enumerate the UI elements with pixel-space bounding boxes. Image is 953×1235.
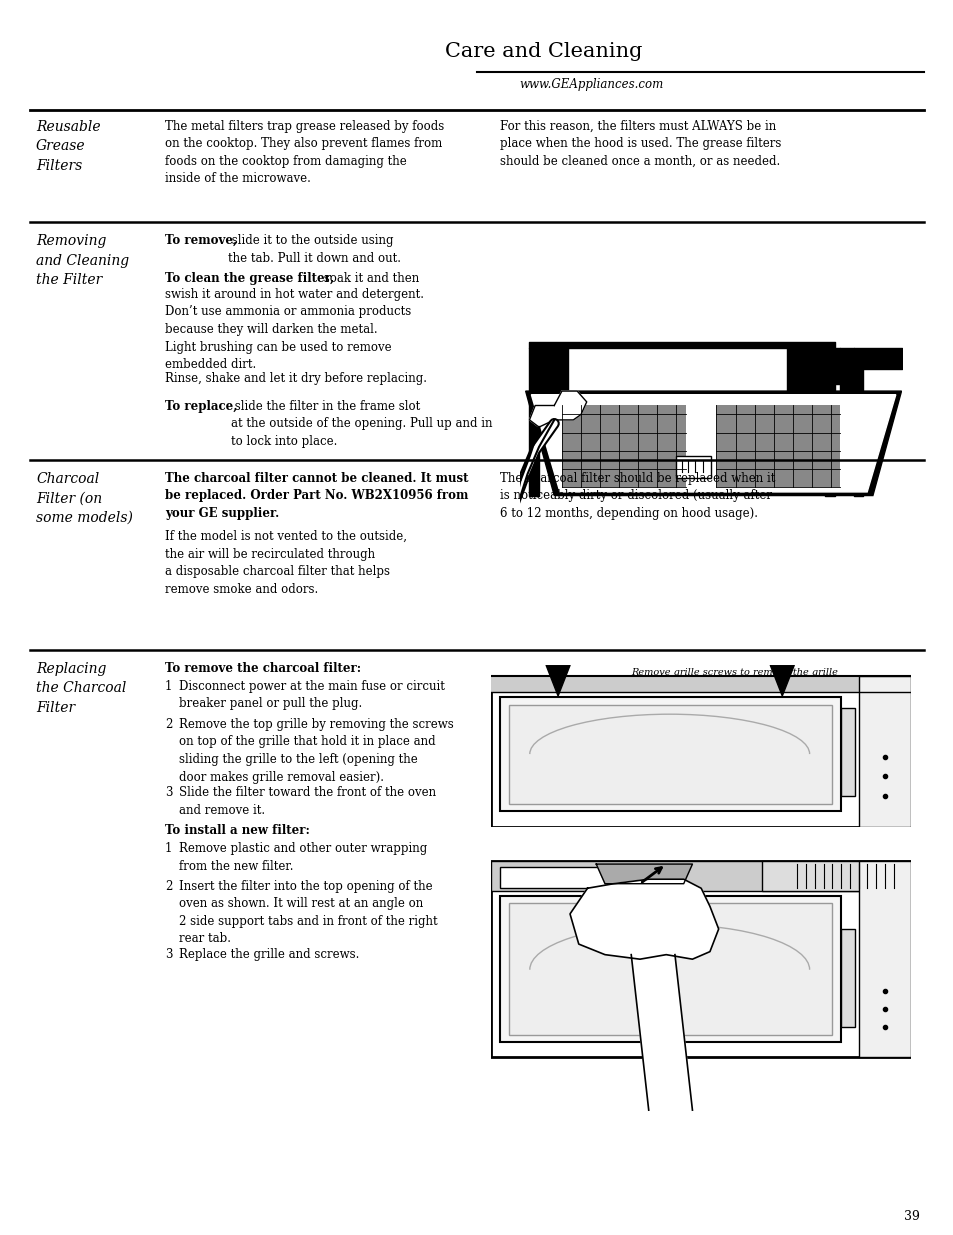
Text: soak it and then: soak it and then xyxy=(319,272,418,285)
Bar xyxy=(508,705,831,804)
Text: For this reason, the filters must ALWAYS be in
place when the hood is used. The : For this reason, the filters must ALWAYS… xyxy=(499,120,781,168)
Bar xyxy=(716,405,840,487)
Text: Charcoal
Filter (on
some models): Charcoal Filter (on some models) xyxy=(36,472,132,525)
Text: 3: 3 xyxy=(165,948,172,961)
Polygon shape xyxy=(631,955,692,1110)
Text: swish it around in hot water and detergent.
Don’t use ammonia or ammonia product: swish it around in hot water and deterge… xyxy=(165,288,423,370)
Text: Slide the filter toward the front of the oven
and remove it.: Slide the filter toward the front of the… xyxy=(179,785,436,816)
Text: The charcoal filter should be replaced when it
is noticeably dirty or discolored: The charcoal filter should be replaced w… xyxy=(499,472,775,520)
Text: To install a new filter:: To install a new filter: xyxy=(165,824,310,837)
Polygon shape xyxy=(531,395,895,492)
Bar xyxy=(491,861,910,892)
Bar xyxy=(499,867,604,888)
Polygon shape xyxy=(596,864,692,884)
Polygon shape xyxy=(769,666,794,697)
Bar xyxy=(676,456,710,478)
Polygon shape xyxy=(545,666,570,697)
Text: 39: 39 xyxy=(903,1210,919,1223)
Text: 2: 2 xyxy=(165,881,172,893)
Text: Remove plastic and other outer wrapping
from the new filter.: Remove plastic and other outer wrapping … xyxy=(179,842,427,872)
Text: Reusable
Grease
Filters: Reusable Grease Filters xyxy=(36,120,100,173)
Bar xyxy=(491,676,910,692)
Bar xyxy=(491,676,910,827)
Text: Removing
and Cleaning
the Filter: Removing and Cleaning the Filter xyxy=(36,233,129,287)
Text: 2: 2 xyxy=(165,718,172,731)
Text: To clean the grease filter,: To clean the grease filter, xyxy=(165,272,334,285)
Text: 1: 1 xyxy=(165,842,172,855)
Text: slide it to the outside using
the tab. Pull it down and out.: slide it to the outside using the tab. P… xyxy=(228,233,400,264)
Text: If the model is not vented to the outside,
the air will be recirculated through
: If the model is not vented to the outsid… xyxy=(165,530,407,595)
Bar xyxy=(610,867,644,888)
Text: The charcoal filter cannot be cleaned. It must
be replaced. Order Part No. WB2X1: The charcoal filter cannot be cleaned. I… xyxy=(165,472,468,520)
Bar xyxy=(491,861,910,1057)
Bar xyxy=(499,895,841,1042)
Bar xyxy=(761,861,910,892)
Text: 3: 3 xyxy=(165,785,172,799)
Text: Care and Cleaning: Care and Cleaning xyxy=(445,42,641,61)
Text: Insert the filter into the top opening of the
oven as shown. It will rest at an : Insert the filter into the top opening o… xyxy=(179,881,437,946)
Text: Replace the grille and screws.: Replace the grille and screws. xyxy=(179,948,359,961)
Bar xyxy=(841,708,854,795)
Polygon shape xyxy=(525,391,901,495)
Text: slide the filter in the frame slot
at the outside of the opening. Pull up and in: slide the filter in the frame slot at th… xyxy=(231,400,492,448)
Text: www.GEAppliances.com: www.GEAppliances.com xyxy=(518,78,663,91)
Polygon shape xyxy=(529,391,586,427)
Text: To remove the charcoal filter:: To remove the charcoal filter: xyxy=(165,662,361,676)
Text: Remove the top grille by removing the screws
on top of the grille that hold it i: Remove the top grille by removing the sc… xyxy=(179,718,454,783)
Bar xyxy=(561,405,685,487)
Text: To remove,: To remove, xyxy=(165,233,237,247)
Bar xyxy=(858,676,910,827)
Bar xyxy=(858,861,910,1057)
Text: Replacing
the Charcoal
Filter: Replacing the Charcoal Filter xyxy=(36,662,126,715)
Text: The metal filters trap grease released by foods
on the cooktop. They also preven: The metal filters trap grease released b… xyxy=(165,120,444,185)
Bar xyxy=(508,903,831,1035)
Text: Remove grille screws to remove the grille: Remove grille screws to remove the grill… xyxy=(631,668,838,677)
Text: Rinse, shake and let it dry before replacing.: Rinse, shake and let it dry before repla… xyxy=(165,372,427,385)
Text: Disconnect power at the main fuse or circuit
breaker panel or pull the plug.: Disconnect power at the main fuse or cir… xyxy=(179,680,444,710)
Bar xyxy=(841,929,854,1028)
Text: To replace,: To replace, xyxy=(165,400,237,412)
Text: 1: 1 xyxy=(165,680,172,693)
Bar xyxy=(499,697,841,811)
Polygon shape xyxy=(570,879,718,960)
